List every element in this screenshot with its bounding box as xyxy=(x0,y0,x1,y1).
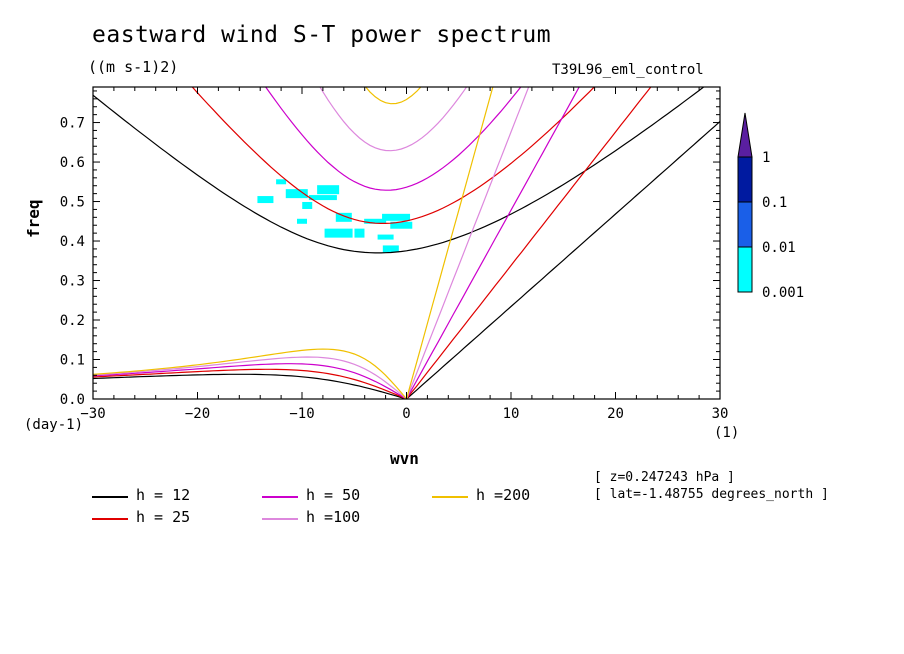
x-tick-label: 0 xyxy=(402,406,410,422)
chart-title: eastward wind S-T power spectrum xyxy=(92,22,552,48)
power-patch xyxy=(377,234,394,240)
legend-label-h25: h = 25 xyxy=(136,508,191,526)
y-axis-unit: (day-1) xyxy=(24,417,84,433)
x-tick-label: 20 xyxy=(607,406,624,422)
power-patch xyxy=(297,218,307,224)
power-patch xyxy=(276,179,287,185)
curve-kelvin-h12 xyxy=(406,121,720,399)
colorbar-segment xyxy=(737,156,753,203)
legend-swatch-h100 xyxy=(262,518,298,520)
curve-ig-h12 xyxy=(93,87,705,254)
x-axis-label: wvn xyxy=(390,449,419,468)
plot-frame xyxy=(92,86,721,400)
y-tick-label: 0.4 xyxy=(60,234,85,250)
curve-rossby-h100 xyxy=(93,356,407,399)
curve-ig-h50 xyxy=(264,87,522,191)
colorbar-segment xyxy=(737,246,753,293)
colorbar-cap xyxy=(737,112,753,158)
curve-ig-h25 xyxy=(191,87,596,224)
run-name: T39L96_eml_control xyxy=(552,62,704,78)
power-patch xyxy=(382,213,411,221)
legend-label-h100: h =100 xyxy=(306,508,361,526)
power-patch xyxy=(308,195,337,201)
power-patch xyxy=(364,218,387,224)
legend-swatch-h200 xyxy=(432,496,468,498)
legend-swatch-h25 xyxy=(92,518,128,520)
legend-swatch-h50 xyxy=(262,496,298,498)
curve-ig-h200 xyxy=(364,87,422,105)
curve-rossby-h50 xyxy=(93,363,407,399)
legend-label-h12: h = 12 xyxy=(136,486,191,504)
colorbar-label: 0.1 xyxy=(762,195,787,211)
curve-kelvin-h50 xyxy=(405,87,580,399)
legend-label-h200: h =200 xyxy=(476,486,531,504)
colorbar-label: 0.001 xyxy=(762,285,804,301)
chart-units: ((m s-1)2) xyxy=(88,58,179,76)
power-patch xyxy=(302,201,313,209)
curve-ig-h100 xyxy=(319,87,468,152)
x-axis-unit: (1) xyxy=(714,425,740,441)
power-patch xyxy=(354,228,365,238)
y-tick-label: 0.0 xyxy=(60,392,85,408)
y-tick-label: 0.6 xyxy=(60,155,85,171)
curve-kelvin-h25 xyxy=(406,87,652,399)
x-tick-label: −30 xyxy=(80,406,105,422)
power-patch xyxy=(285,189,308,199)
info-latitude: [ lat=-1.48755 degrees_north ] xyxy=(594,487,829,502)
power-patches xyxy=(257,179,413,253)
curve-rossby-h25 xyxy=(93,368,407,399)
x-tick-label: −20 xyxy=(185,406,210,422)
y-tick-label: 0.3 xyxy=(60,274,85,290)
y-tick-label: 0.5 xyxy=(60,195,85,211)
y-tick-label: 0.7 xyxy=(60,116,85,132)
power-patch xyxy=(335,212,352,222)
colorbar-label: 1 xyxy=(762,150,770,166)
y-tick-label: 0.2 xyxy=(60,313,85,329)
colorbar-segment xyxy=(737,201,753,248)
curve-rossby-h12 xyxy=(93,373,407,399)
power-patch xyxy=(382,245,399,253)
curve-rossby-h200 xyxy=(93,348,407,399)
curve-kelvin-h100 xyxy=(405,87,530,399)
legend-label-h50: h = 50 xyxy=(306,486,361,504)
x-tick-label: 10 xyxy=(503,406,520,422)
dispersion-curves xyxy=(93,87,720,399)
x-tick-label: 30 xyxy=(712,406,729,422)
power-patch xyxy=(324,228,353,238)
power-patch xyxy=(257,196,274,204)
info-level: [ z=0.247243 hPa ] xyxy=(594,470,735,485)
curve-kelvin-h200 xyxy=(405,87,494,399)
legend-swatch-h12 xyxy=(92,496,128,498)
power-patch xyxy=(317,185,340,195)
x-tick-label: −10 xyxy=(289,406,314,422)
colorbar-label: 0.01 xyxy=(762,240,796,256)
power-patch xyxy=(390,221,413,229)
y-tick-label: 0.1 xyxy=(60,353,85,369)
